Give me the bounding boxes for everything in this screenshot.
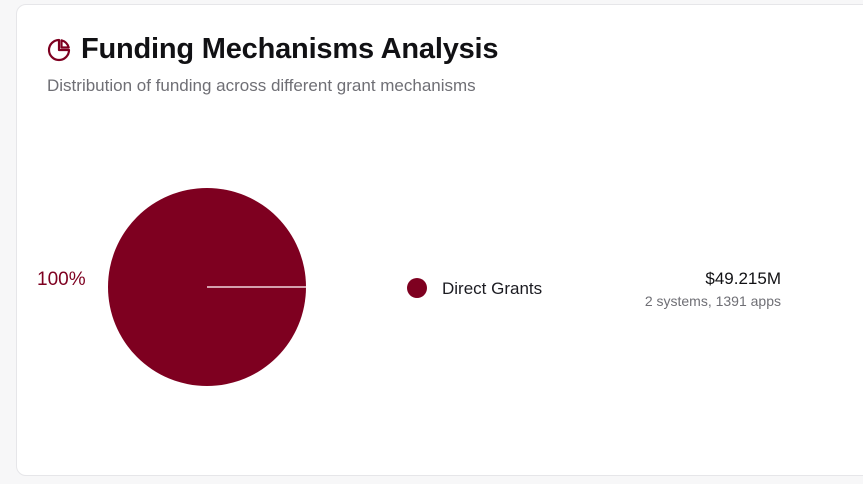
legend-swatch [407, 278, 427, 298]
pie-chart [17, 155, 357, 425]
page-subtitle: Distribution of funding across different… [47, 76, 476, 95]
legend-item[interactable]: Direct Grants $49.215M 2 systems, 1391 a… [407, 267, 787, 317]
page-title: Funding Mechanisms Analysis [81, 33, 499, 65]
pie-chart-svg [108, 188, 306, 386]
legend-item-amount: $49.215M [705, 269, 781, 288]
card-header: Funding Mechanisms Analysis [47, 33, 499, 66]
legend-item-name: Direct Grants [442, 279, 543, 298]
pie-slice-label: 100% [37, 269, 86, 290]
legend-item-meta: 2 systems, 1391 apps [644, 293, 781, 309]
pie-chart-icon [47, 38, 71, 61]
funding-mechanisms-card: Funding Mechanisms Analysis Distribution… [16, 4, 863, 476]
